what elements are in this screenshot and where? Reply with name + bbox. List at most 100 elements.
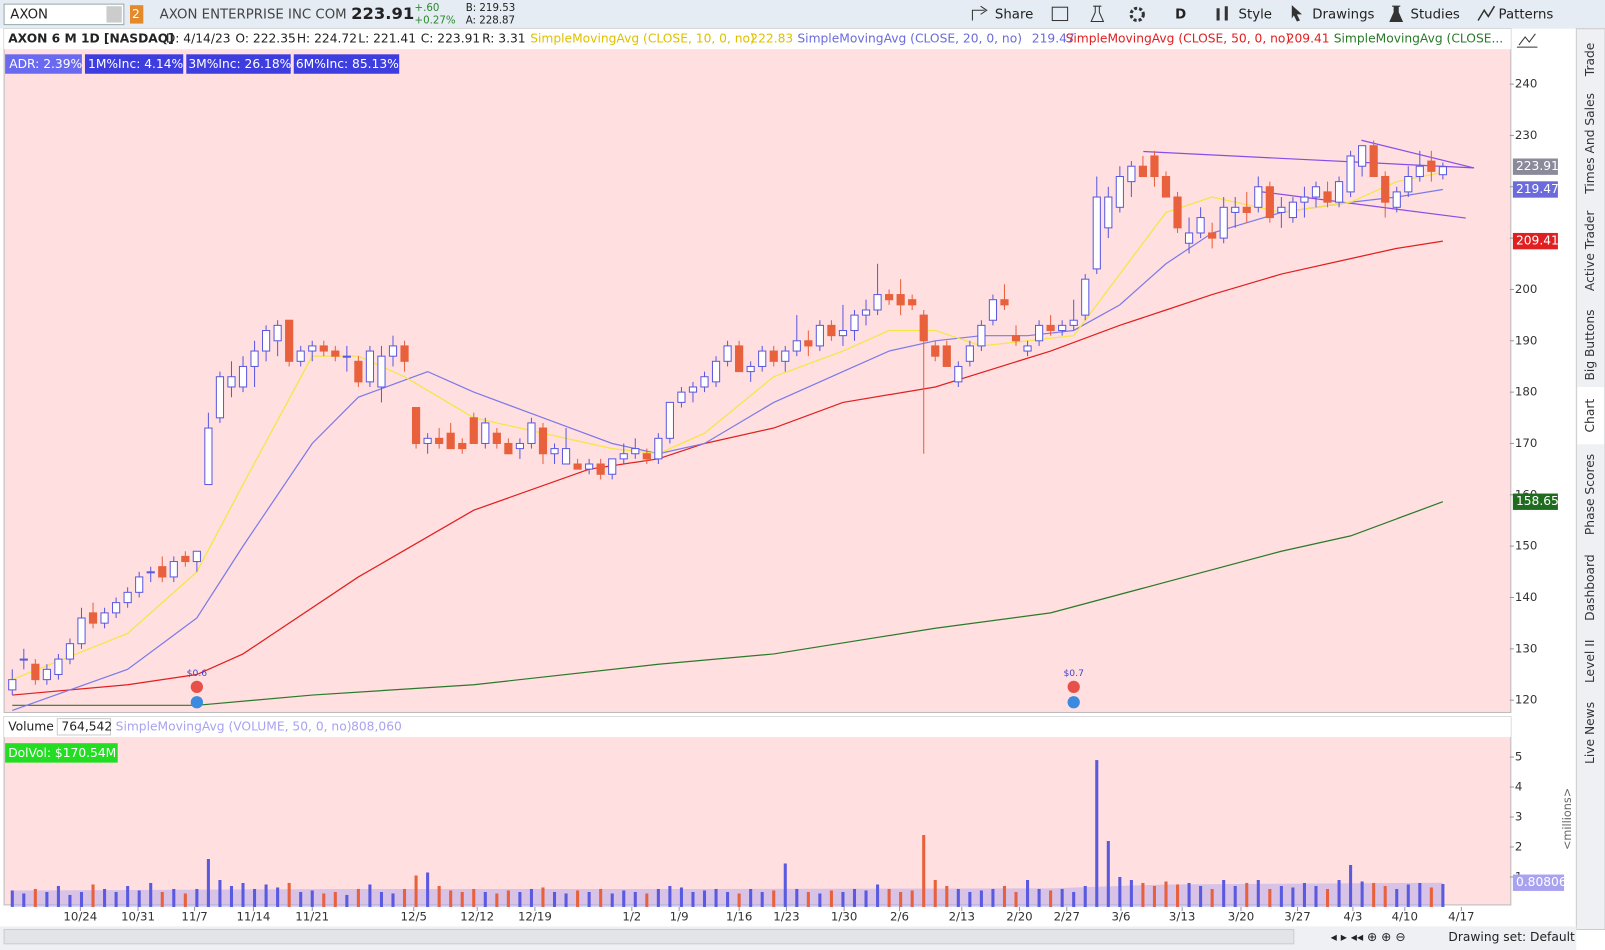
share-button[interactable]: Share — [971, 5, 1033, 22]
symbol-input[interactable] — [3, 3, 125, 26]
candle-body — [538, 427, 548, 455]
ask: A: 228.87 — [466, 16, 515, 27]
volume-bar — [114, 891, 118, 907]
sidebar-tab[interactable]: Phase Scores — [1583, 454, 1597, 535]
volume-bar — [1106, 841, 1110, 907]
sidebar-tab[interactable]: Big Buttons — [1583, 310, 1597, 381]
candle-body — [342, 355, 351, 358]
bar-high: H: 224.72 — [297, 31, 357, 45]
aggregation[interactable]: D — [1175, 7, 1186, 22]
moving-average — [12, 171, 1443, 681]
volume-bar — [506, 890, 510, 907]
candle-body — [1311, 186, 1321, 198]
volume-bar — [864, 890, 868, 907]
candle-body — [1392, 191, 1401, 208]
sidebar — [1575, 28, 1605, 930]
x-tick-label: 12/19 — [518, 910, 552, 924]
gear-icon[interactable] — [1129, 6, 1145, 23]
price-tag-label: 158.65 — [1516, 494, 1559, 508]
study-label[interactable]: SimpleMovingAvg (VOLUME, 50, 0, no) — [116, 719, 352, 733]
volume-bar — [679, 887, 683, 907]
calendar-icon[interactable] — [1051, 6, 1069, 22]
x-tick-label: 1/16 — [726, 910, 752, 924]
candle-body — [1242, 206, 1251, 213]
volume-bar — [714, 888, 718, 907]
volume-bar — [160, 891, 164, 907]
candle-body — [735, 345, 744, 373]
moving-average — [12, 501, 1444, 706]
link-badge[interactable] — [129, 5, 144, 24]
candle-body — [238, 365, 248, 388]
drawing-set[interactable]: Drawing set: Default — [1448, 930, 1575, 944]
sidebar-tab[interactable]: Trade — [1583, 43, 1597, 78]
y-tick-label: 240 — [1515, 77, 1537, 91]
candle-body — [977, 324, 986, 347]
trendline[interactable] — [1143, 150, 1475, 169]
volume-bar — [622, 890, 626, 907]
y-tick-label: 4 — [1515, 780, 1523, 794]
volume-bar — [968, 891, 972, 907]
study-value: 808,060 — [351, 719, 402, 733]
candle-body — [135, 576, 144, 593]
volume-value: 764,542 — [61, 719, 112, 733]
volume-bar — [1060, 888, 1064, 907]
style-button[interactable]: Style — [1239, 7, 1272, 22]
candle-body — [1000, 299, 1009, 306]
symbol-dropdown[interactable] — [106, 6, 122, 23]
candle-body — [446, 432, 455, 450]
candle-body — [354, 360, 363, 383]
sidebar-tab[interactable]: Chart — [1583, 399, 1597, 433]
study-value: 222.83 — [750, 31, 793, 45]
study-label[interactable]: SimpleMovingAvg (CLOSE, 50, 0, no) — [1066, 31, 1291, 45]
candle-body — [77, 617, 86, 645]
study-label[interactable]: SimpleMovingAvg (CLOSE, 20, 0, no) — [797, 31, 1022, 45]
company: AXON ENTERPRISE INC COM — [160, 7, 347, 22]
badge-text: DolVol: $170.54M — [8, 746, 116, 760]
drawings-icon — [1291, 5, 1303, 22]
volume-bar — [1222, 879, 1226, 907]
volume-bar — [852, 888, 857, 907]
sidebar-tab[interactable]: Level II — [1583, 640, 1597, 684]
trendline[interactable] — [1258, 190, 1466, 219]
sidebar-tab[interactable]: Times And Sales — [1583, 93, 1597, 195]
y-tick-label: 3 — [1515, 810, 1523, 824]
drawings-button[interactable]: Drawings — [1312, 7, 1374, 22]
x-tick-label: 11/21 — [295, 910, 329, 924]
scrollbar[interactable] — [3, 928, 1295, 945]
price-tag — [1512, 493, 1558, 510]
study-label[interactable]: SimpleMovingAvg (CLOSE, 10, 0, no) — [530, 31, 755, 45]
patterns-button[interactable]: Patterns — [1499, 7, 1554, 22]
candle-body — [1231, 206, 1240, 213]
candle-body — [550, 448, 559, 455]
candle-body — [319, 345, 328, 352]
candle-body — [158, 566, 167, 578]
volume-bar — [633, 891, 637, 907]
flask-icon[interactable] — [1090, 5, 1105, 23]
study-label[interactable]: SimpleMovingAvg (CLOSE... — [1334, 31, 1503, 45]
scroll-controls[interactable]: ◂ ▸ ◂◂ ⊕ ⊕ ⊖ — [1331, 930, 1406, 944]
volume-bar — [206, 858, 210, 907]
candle-body — [838, 330, 848, 337]
volume-bar — [253, 888, 257, 907]
volume-bar — [1360, 881, 1364, 907]
candle-body — [585, 463, 594, 470]
studies-button[interactable]: Studies — [1411, 7, 1460, 22]
candle-body — [1300, 196, 1309, 203]
x-tick-label: 3/6 — [1112, 910, 1131, 924]
sidebar-tab[interactable]: Dashboard — [1583, 554, 1597, 621]
volume-bar — [1187, 882, 1191, 907]
sidebar-tab[interactable]: Live News — [1583, 702, 1597, 764]
chart-style-icon[interactable] — [1516, 33, 1538, 48]
sidebar-tab[interactable]: Active Trader — [1583, 210, 1597, 291]
trendline[interactable] — [1361, 139, 1475, 169]
dividend-label: $0.6 — [187, 668, 208, 679]
candle-body — [169, 561, 178, 578]
price-panel — [3, 28, 1512, 713]
candle-body — [204, 427, 213, 486]
x-tick-label: 3/27 — [1284, 910, 1310, 924]
candle-body — [1161, 175, 1171, 198]
candle-body — [1069, 319, 1078, 326]
volume-bar — [691, 891, 695, 907]
toolbar — [0, 0, 1605, 29]
